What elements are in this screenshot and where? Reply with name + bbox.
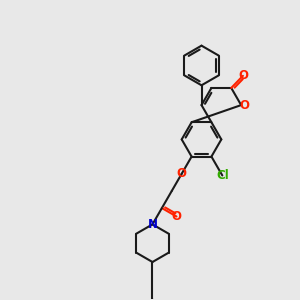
Point	[239, 103, 244, 107]
Point	[179, 171, 184, 176]
Text: O: O	[177, 167, 187, 180]
Point	[241, 74, 245, 78]
Point	[174, 214, 179, 219]
Text: N: N	[148, 218, 158, 231]
Point	[150, 222, 155, 227]
Text: O: O	[172, 210, 182, 223]
Text: O: O	[238, 69, 248, 82]
Text: Cl: Cl	[216, 169, 229, 182]
Text: O: O	[239, 99, 249, 112]
